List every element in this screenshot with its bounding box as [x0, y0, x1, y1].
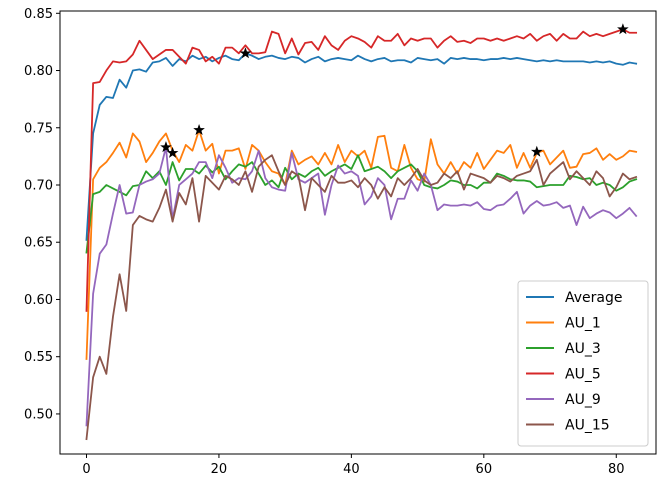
series-line-au-5	[85, 28, 638, 312]
series-line-au-3	[85, 154, 638, 254]
best-marker-layer	[160, 23, 629, 158]
legend-label: AU_15	[565, 418, 610, 434]
plot-frame	[59, 10, 657, 455]
legend-label: AU_9	[565, 392, 601, 408]
best-marker-au-5	[617, 23, 629, 35]
x-tick-label: 20	[211, 462, 228, 477]
legend-label: Average	[565, 290, 623, 306]
series-line-au-15	[85, 154, 638, 441]
y-tick-label: 0.80	[24, 64, 53, 79]
x-axis: 0 20 40 60 80	[82, 454, 625, 477]
legend: Average AU_1 AU_3 AU_5 AU_9 AU_15	[517, 280, 649, 447]
y-tick-label: 0.60	[24, 293, 53, 308]
y-tick-label: 0.55	[24, 350, 53, 365]
series-line-average	[85, 52, 638, 241]
x-tick-label: 80	[608, 462, 625, 477]
legend-label: AU_1	[565, 316, 601, 332]
y-tick-label: 0.70	[24, 178, 53, 193]
best-marker-au-1	[193, 123, 205, 135]
best-marker-au-9	[160, 141, 172, 153]
legend-label: AU_5	[565, 367, 601, 383]
best-marker-au-15	[530, 145, 543, 157]
y-axis: 0.50 0.55 0.60 0.65 0.70 0.75 0.80 0.85	[24, 7, 60, 422]
y-tick-label: 0.85	[24, 7, 53, 22]
y-tick-label: 0.50	[24, 407, 53, 422]
series-line-au-9	[85, 146, 638, 427]
x-tick-label: 60	[476, 462, 493, 477]
series-layer	[85, 28, 638, 441]
best-marker-average	[239, 47, 252, 59]
series-line-au-1	[85, 129, 638, 360]
x-tick-label: 40	[343, 462, 360, 477]
y-tick-label: 0.65	[24, 236, 53, 251]
y-tick-label: 0.75	[24, 121, 53, 136]
legend-label: AU_3	[565, 341, 601, 357]
x-tick-label: 0	[82, 462, 90, 477]
